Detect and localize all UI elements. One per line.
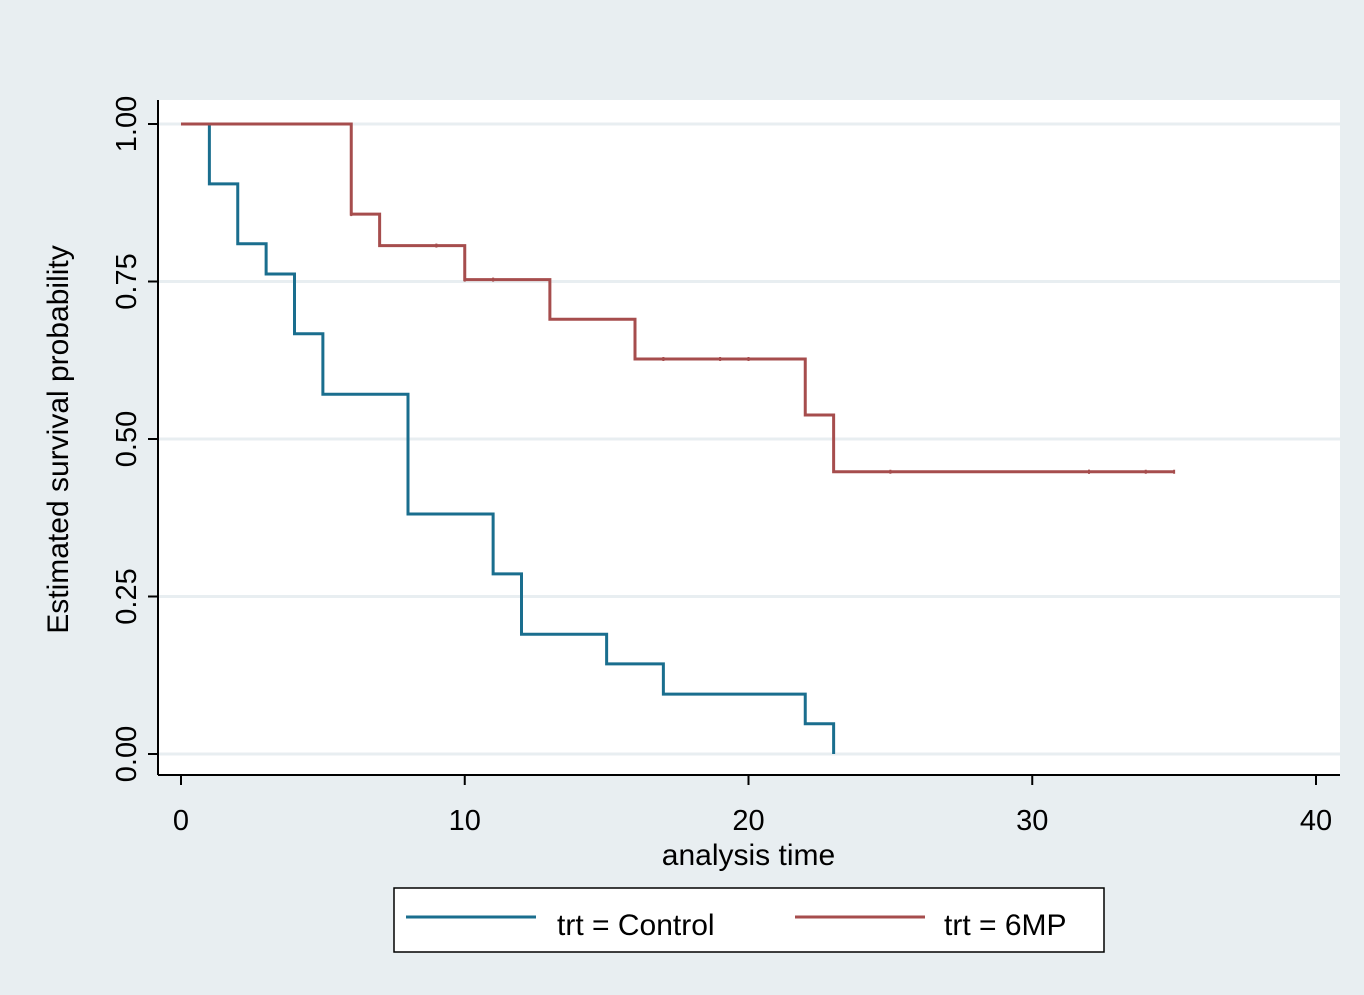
- y-tick-label: 0.75: [111, 253, 143, 309]
- y-axis-title: Estimated survival probability: [42, 245, 75, 634]
- y-tick-label: 1.00: [111, 96, 143, 152]
- axes: 0.00 0.25 0.50 0.75 1.00 0 10 20 30 40: [111, 96, 1340, 837]
- series-line-1: [181, 122, 1175, 474]
- x-tick-label: 0: [173, 805, 189, 837]
- legend-label-6mp: trt = 6MP: [944, 909, 1067, 942]
- y-tick-label: 0.50: [111, 411, 143, 467]
- gridlines: [158, 122, 1340, 756]
- legend-label-control: trt = Control: [557, 909, 715, 942]
- series-layer: [181, 122, 1176, 754]
- legend-box: [393, 887, 1105, 953]
- legend: trt = Control trt = 6MP: [393, 887, 1105, 953]
- x-tick-label: 20: [732, 805, 764, 837]
- series-line-0: [181, 122, 836, 754]
- x-tick-label: 10: [449, 805, 481, 837]
- x-axis-title: analysis time: [662, 839, 835, 872]
- x-tick-label: 40: [1300, 805, 1332, 837]
- y-tick-label: 0.25: [111, 568, 143, 624]
- y-tick-label: 0.00: [111, 726, 143, 782]
- x-tick-label: 30: [1016, 805, 1048, 837]
